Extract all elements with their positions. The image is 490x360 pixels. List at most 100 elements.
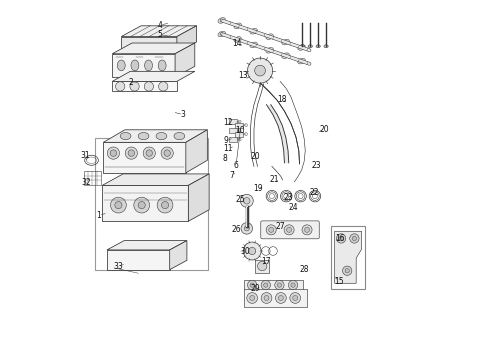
Circle shape <box>264 296 269 301</box>
Circle shape <box>291 283 295 287</box>
Ellipse shape <box>120 132 131 140</box>
Text: 7: 7 <box>229 171 234 180</box>
Ellipse shape <box>218 18 225 23</box>
Text: 4: 4 <box>157 21 162 30</box>
Bar <box>229 128 237 134</box>
FancyBboxPatch shape <box>261 221 319 239</box>
Polygon shape <box>102 185 188 221</box>
Text: 12: 12 <box>223 118 233 127</box>
Ellipse shape <box>308 45 313 48</box>
Polygon shape <box>102 174 209 185</box>
Circle shape <box>337 234 346 243</box>
Circle shape <box>343 266 352 275</box>
Circle shape <box>128 150 135 156</box>
Circle shape <box>275 293 286 303</box>
Ellipse shape <box>131 60 139 71</box>
Circle shape <box>143 147 155 159</box>
Bar <box>245 280 303 291</box>
Circle shape <box>138 202 146 209</box>
Text: 5: 5 <box>157 30 162 39</box>
Text: 21: 21 <box>270 175 279 184</box>
Polygon shape <box>170 240 187 270</box>
Circle shape <box>287 227 292 232</box>
Circle shape <box>269 227 274 232</box>
Text: 8: 8 <box>223 154 228 163</box>
Text: 9: 9 <box>224 136 229 145</box>
Circle shape <box>161 202 169 209</box>
Text: 3: 3 <box>181 110 186 119</box>
Bar <box>84 171 101 185</box>
Ellipse shape <box>117 60 125 71</box>
Text: 30: 30 <box>241 247 250 256</box>
Circle shape <box>159 82 168 91</box>
Polygon shape <box>255 260 270 273</box>
Circle shape <box>243 242 261 260</box>
Circle shape <box>277 283 282 287</box>
Text: 29: 29 <box>251 284 261 293</box>
Circle shape <box>250 283 254 287</box>
Polygon shape <box>122 47 187 53</box>
Ellipse shape <box>324 45 328 48</box>
Circle shape <box>111 197 126 213</box>
Bar <box>95 138 208 270</box>
Polygon shape <box>177 26 196 53</box>
Text: 25: 25 <box>236 195 245 204</box>
Ellipse shape <box>300 45 304 48</box>
Text: 14: 14 <box>232 39 242 48</box>
Ellipse shape <box>298 58 305 64</box>
Bar <box>331 226 365 289</box>
Polygon shape <box>122 26 196 37</box>
Polygon shape <box>112 43 195 54</box>
Text: 18: 18 <box>277 95 286 104</box>
Circle shape <box>130 82 139 91</box>
Text: 22: 22 <box>309 188 318 197</box>
Ellipse shape <box>218 31 225 37</box>
Text: 27: 27 <box>275 222 285 231</box>
Ellipse shape <box>145 60 152 71</box>
Text: 32: 32 <box>82 178 91 187</box>
Circle shape <box>247 280 257 290</box>
Circle shape <box>110 150 117 156</box>
Ellipse shape <box>156 132 167 140</box>
Bar <box>229 119 237 125</box>
Ellipse shape <box>266 48 273 53</box>
Circle shape <box>284 225 294 235</box>
Circle shape <box>258 261 267 271</box>
Circle shape <box>248 247 256 255</box>
Ellipse shape <box>316 45 320 48</box>
Circle shape <box>293 296 298 301</box>
Circle shape <box>125 147 137 159</box>
Text: 26: 26 <box>231 225 241 234</box>
Circle shape <box>241 223 252 234</box>
Text: 10: 10 <box>235 126 245 135</box>
Circle shape <box>261 293 272 303</box>
Circle shape <box>134 197 149 213</box>
Circle shape <box>247 58 272 83</box>
Ellipse shape <box>234 37 242 42</box>
Polygon shape <box>112 71 195 81</box>
Ellipse shape <box>138 132 149 140</box>
Circle shape <box>339 236 343 240</box>
Circle shape <box>245 226 249 231</box>
Circle shape <box>161 147 173 159</box>
Circle shape <box>261 280 270 290</box>
Circle shape <box>302 225 312 235</box>
Ellipse shape <box>250 42 257 48</box>
Polygon shape <box>112 54 175 77</box>
Text: 17: 17 <box>261 257 270 266</box>
Text: 2: 2 <box>128 78 133 87</box>
Bar <box>235 123 243 128</box>
Text: 23: 23 <box>284 193 294 202</box>
Circle shape <box>144 82 153 91</box>
Circle shape <box>266 225 276 235</box>
Circle shape <box>250 296 255 301</box>
Circle shape <box>290 293 300 303</box>
Text: 15: 15 <box>334 276 344 285</box>
Text: 28: 28 <box>299 265 309 274</box>
Circle shape <box>116 82 125 91</box>
Circle shape <box>146 150 152 156</box>
Circle shape <box>255 65 266 76</box>
Text: 16: 16 <box>335 234 345 243</box>
Circle shape <box>244 198 250 204</box>
Ellipse shape <box>282 53 289 59</box>
